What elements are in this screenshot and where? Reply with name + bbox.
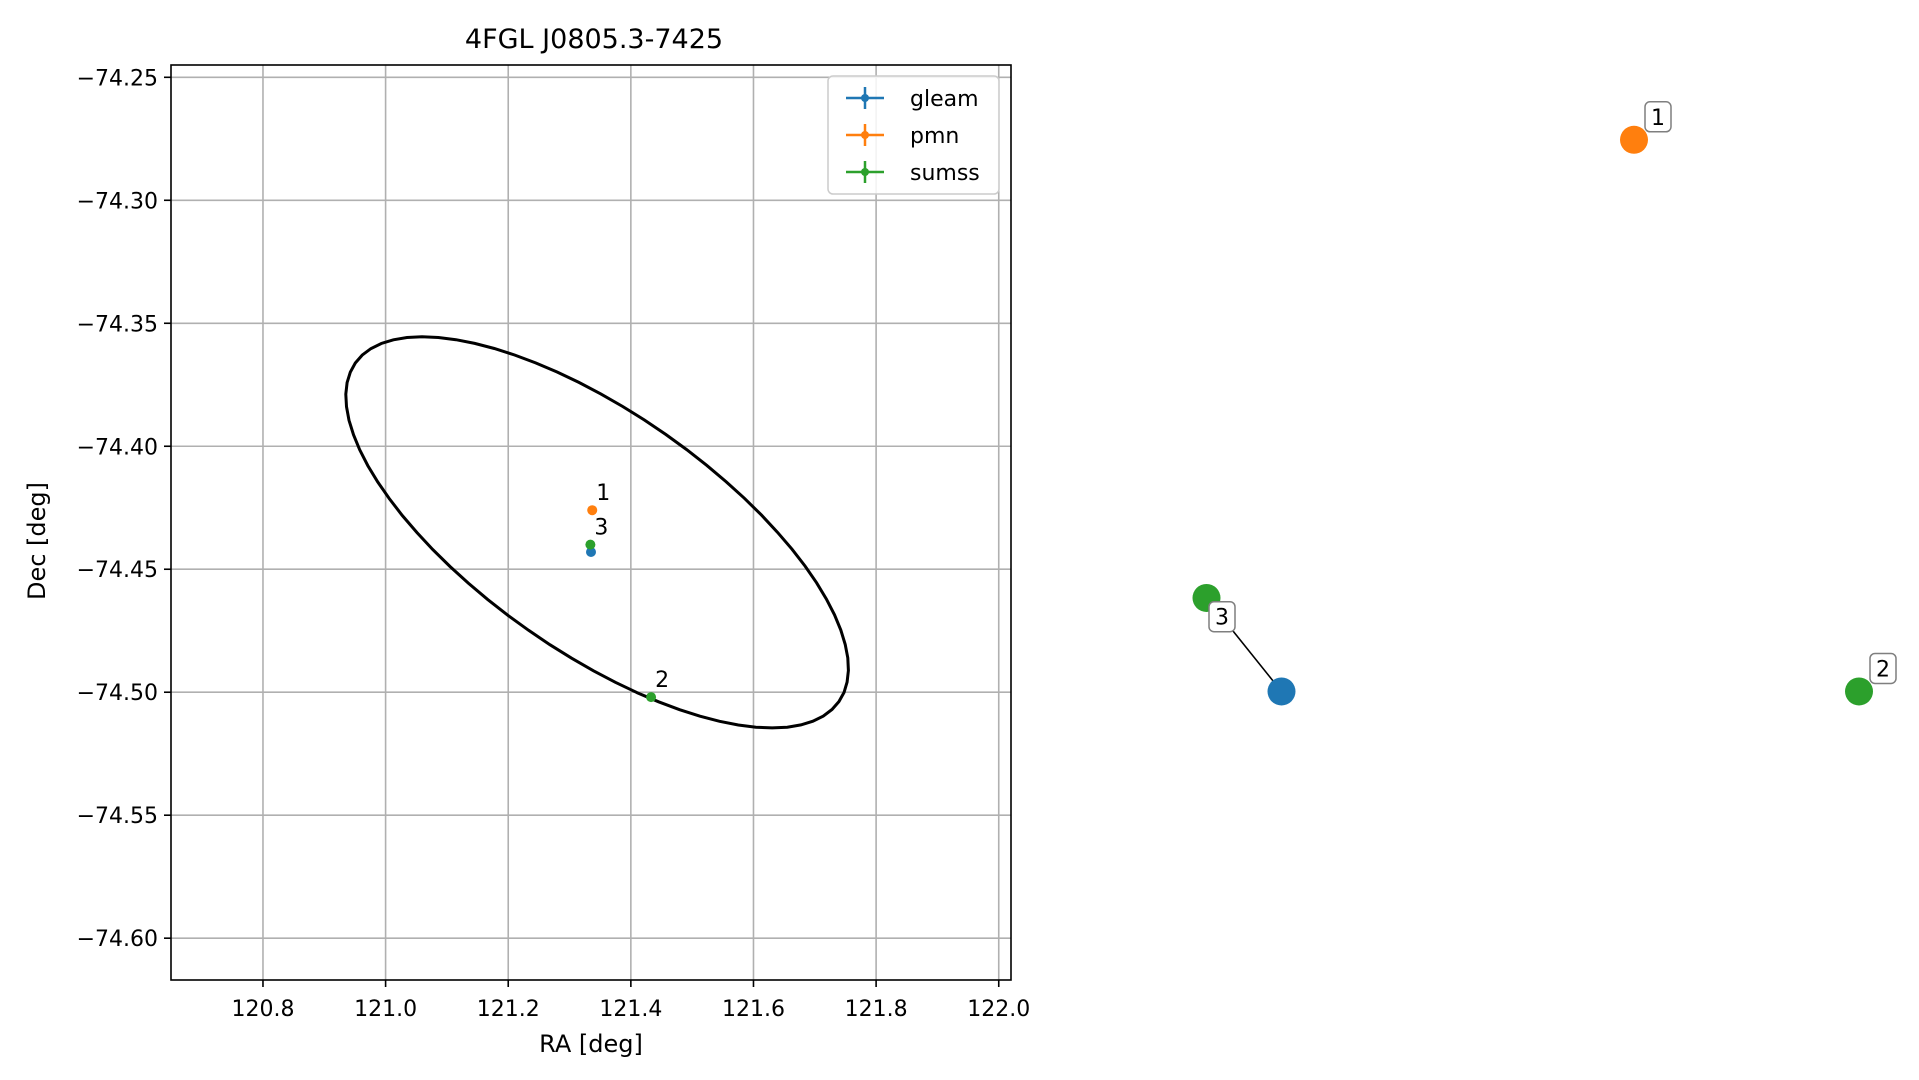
edge-label: 3 xyxy=(1215,606,1229,631)
x-tick-label: 121.6 xyxy=(722,997,785,1022)
y-tick-label: −74.30 xyxy=(77,189,158,214)
point-sumss xyxy=(646,692,657,703)
x-tick-label: 121.4 xyxy=(599,997,662,1022)
graph-node-pmn xyxy=(1620,125,1648,154)
edge-label-box xyxy=(1208,600,1236,633)
y-axis-ticks: −74.25 −74.30 −74.35 −74.40 −74.45 −74.50 −74.… xyxy=(77,66,171,952)
legend-items: gleam pmn sumss xyxy=(846,87,980,186)
localization-ellipse xyxy=(344,335,850,730)
point-label: 3 xyxy=(594,516,608,541)
x-axis-label: RA [deg] xyxy=(539,1030,643,1058)
node-label-box xyxy=(1644,101,1672,133)
graph-node-gleam xyxy=(1267,677,1296,706)
legend-label-pmn: pmn xyxy=(910,124,959,149)
y-tick-label: −74.50 xyxy=(77,681,158,706)
graph-nodes xyxy=(1192,125,1873,706)
legend-dot-sumss xyxy=(861,168,869,176)
x-tick-label: 121.8 xyxy=(845,997,908,1022)
y-tick-label: −74.40 xyxy=(77,435,158,460)
x-tick-label: 121.0 xyxy=(354,997,417,1022)
node-label: 1 xyxy=(1651,106,1665,131)
point-label: 1 xyxy=(596,481,610,506)
graph-labels: 3 1 2 xyxy=(1208,101,1897,685)
plot-frame xyxy=(170,64,1012,981)
data-points xyxy=(585,505,657,703)
node-label-box xyxy=(1869,652,1897,685)
chart-title: 4FGL J0805.3-7425 xyxy=(465,24,723,55)
legend-box xyxy=(827,75,1000,195)
point-label: 2 xyxy=(655,668,669,693)
legend-label-gleam: gleam xyxy=(910,87,979,112)
graph-node-sumss xyxy=(1845,677,1873,706)
x-tick-label: 120.8 xyxy=(231,997,294,1022)
legend-dot-pmn xyxy=(861,131,869,139)
y-tick-label: −74.35 xyxy=(77,312,158,337)
grid xyxy=(171,65,1011,980)
map-panel: 4FGL J0805.3-7425 1 3 2 120.8 121.0 121.2 121… xyxy=(23,24,1030,1058)
legend: gleam pmn sumss xyxy=(827,75,1000,195)
y-tick-label: −74.60 xyxy=(77,927,158,952)
y-axis-label: Dec [deg] xyxy=(23,482,51,600)
legend-dot-gleam xyxy=(861,94,869,102)
node-label: 2 xyxy=(1876,657,1890,682)
x-axis-ticks: 120.8 121.0 121.2 121.4 121.6 121.8 122.0 xyxy=(231,980,1030,1022)
x-tick-label: 121.2 xyxy=(477,997,540,1022)
y-tick-label: −74.45 xyxy=(77,558,158,583)
x-tick-label: 122.0 xyxy=(967,997,1030,1022)
legend-label-sumss: sumss xyxy=(910,161,980,186)
point-sumss xyxy=(585,539,596,550)
association-graph: 3 1 2 xyxy=(1192,101,1897,706)
point-annotations: 1 3 2 xyxy=(594,481,669,693)
y-tick-label: −74.25 xyxy=(77,66,158,91)
point-pmn xyxy=(587,505,598,516)
point-gleam xyxy=(586,547,596,558)
y-tick-label: −74.55 xyxy=(77,804,158,829)
